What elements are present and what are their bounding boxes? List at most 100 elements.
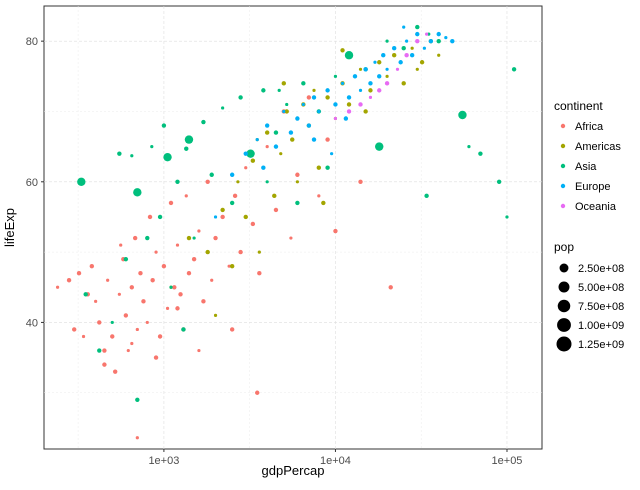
data-point xyxy=(344,51,354,60)
data-point xyxy=(395,67,400,71)
data-point xyxy=(391,53,397,58)
plot-panel xyxy=(43,5,543,450)
data-point xyxy=(281,81,286,86)
data-point xyxy=(138,271,143,276)
size-legend-label: 7.50e+08 xyxy=(578,301,624,313)
data-point xyxy=(358,67,363,71)
data-point xyxy=(192,236,196,240)
size-legend-swatch xyxy=(557,299,571,313)
data-point xyxy=(147,214,153,220)
data-point xyxy=(363,67,368,72)
data-point xyxy=(346,95,352,100)
data-point xyxy=(175,243,180,247)
data-point xyxy=(284,109,289,114)
data-point xyxy=(97,348,102,353)
data-point xyxy=(232,193,238,199)
data-point xyxy=(264,130,270,135)
data-point xyxy=(154,250,158,254)
data-point xyxy=(257,271,262,276)
data-point xyxy=(89,263,95,269)
data-point xyxy=(255,138,259,142)
data-point xyxy=(236,180,240,184)
data-point xyxy=(205,249,210,255)
data-point xyxy=(186,271,192,276)
grid-layer xyxy=(44,6,542,449)
data-point xyxy=(157,214,163,220)
data-point xyxy=(415,31,420,37)
data-point xyxy=(150,145,154,149)
data-point xyxy=(325,137,330,142)
data-point xyxy=(145,235,150,241)
color-legend-label: Americas xyxy=(575,141,621,153)
data-point xyxy=(401,45,406,51)
data-point xyxy=(405,39,409,43)
data-point xyxy=(150,278,155,283)
data-point xyxy=(184,194,188,198)
data-point xyxy=(273,144,279,149)
data-point xyxy=(437,53,441,57)
data-point xyxy=(220,214,225,220)
y-tick-label: 60 xyxy=(26,177,38,189)
data-point xyxy=(246,149,255,158)
data-point xyxy=(311,137,317,142)
data-point xyxy=(102,348,107,353)
data-point xyxy=(306,95,312,100)
color-legend-swatch xyxy=(560,163,566,169)
data-point xyxy=(72,327,77,332)
data-point xyxy=(197,229,201,233)
data-point xyxy=(333,74,338,78)
data-point xyxy=(377,88,382,93)
data-point xyxy=(352,74,358,79)
data-point xyxy=(428,38,434,44)
data-point xyxy=(391,45,397,51)
data-point xyxy=(83,292,88,297)
data-point xyxy=(358,179,363,184)
size-legend-swatch xyxy=(557,318,571,332)
data-point xyxy=(213,215,218,219)
y-tick-label: 80 xyxy=(26,36,38,48)
data-point xyxy=(273,207,279,213)
data-point xyxy=(277,88,281,92)
data-point xyxy=(135,397,140,402)
data-point xyxy=(375,142,384,151)
data-point xyxy=(333,116,338,121)
data-point xyxy=(81,334,86,339)
data-point xyxy=(325,95,330,100)
color-legend-swatch xyxy=(560,143,566,149)
data-point xyxy=(401,81,406,86)
data-point xyxy=(250,221,256,227)
data-point xyxy=(317,194,321,198)
data-point xyxy=(135,327,139,332)
data-point xyxy=(373,60,377,64)
data-point xyxy=(238,95,243,100)
x-tick-label: 1e+04 xyxy=(320,455,351,467)
data-point xyxy=(161,123,167,128)
data-point xyxy=(358,102,363,107)
data-point xyxy=(265,180,269,184)
data-point xyxy=(272,193,277,199)
data-point xyxy=(505,215,509,219)
size-legend-label: 1.00e+09 xyxy=(578,320,624,332)
data-point xyxy=(130,341,134,346)
data-point xyxy=(244,166,248,170)
data-point xyxy=(333,102,338,107)
legend-layer: continent Africa Americas Asia Europe Oceania… xyxy=(554,99,624,352)
data-point xyxy=(325,165,330,170)
data-point xyxy=(444,36,448,40)
data-point xyxy=(419,60,425,65)
data-point xyxy=(110,320,114,325)
data-point xyxy=(257,250,261,254)
data-point xyxy=(191,256,197,262)
data-point xyxy=(141,299,146,304)
data-point xyxy=(398,60,403,65)
data-point xyxy=(119,243,123,247)
data-point xyxy=(415,67,419,71)
data-point xyxy=(229,327,235,332)
data-point xyxy=(346,109,352,114)
data-point xyxy=(385,67,389,71)
data-point xyxy=(184,135,194,144)
data-point xyxy=(410,46,414,50)
data-point xyxy=(377,60,382,65)
